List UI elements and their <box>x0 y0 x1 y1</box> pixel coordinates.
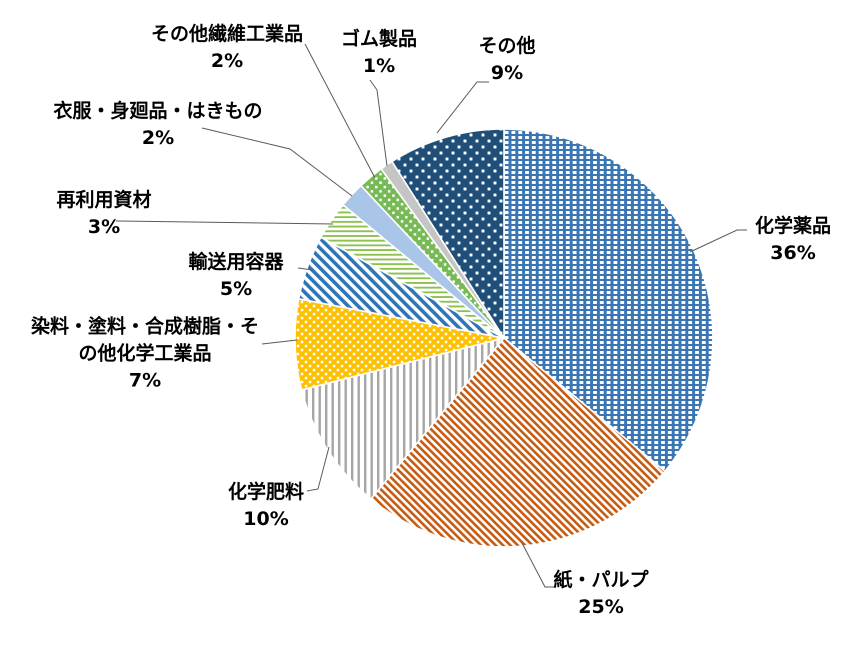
leader-line-chemical-fertilizer <box>306 446 330 492</box>
leader-line-recycled-materials <box>115 220 334 225</box>
leader-line-other-textiles <box>304 43 376 179</box>
leader-lines <box>115 43 747 588</box>
leader-line-dyes-paints-resins <box>261 339 298 345</box>
slice-label-paper-pulp: 紙・パルプ 25% <box>553 569 649 618</box>
leader-line-transport-containers <box>297 267 314 271</box>
leader-line-rubber-products <box>369 79 388 167</box>
slice-label-chemicals: 化学薬品 36% <box>754 215 832 264</box>
slice-label-clothing-footwear: 衣服・身廻品・はきもの 2% <box>53 100 263 149</box>
leader-line-clothing-footwear <box>201 127 353 197</box>
slice-label-transport-containers: 輸送用容器 5% <box>188 251 284 300</box>
leader-line-other <box>436 81 489 134</box>
slice-label-dyes-paints-resins: 染料・塗料・合成樹脂・そ の他化学工業品 7% <box>30 315 260 392</box>
pie-slice-chemicals <box>503 128 714 472</box>
leader-line-paper-pulp <box>521 542 555 588</box>
slice-label-other-textiles: その他繊維工業品 2% <box>150 23 304 72</box>
pie-slice-other <box>391 128 505 339</box>
pie-slice-chemical-fertilizer <box>300 337 505 500</box>
slice-label-other: その他 9% <box>478 35 536 84</box>
slice-label-chemical-fertilizer: 化学肥料 10% <box>227 481 305 530</box>
pie-slices <box>294 128 714 548</box>
slice-label-recycled-materials: 再利用資材 3% <box>56 189 152 238</box>
leader-line-chemicals <box>689 229 747 253</box>
slice-label-rubber-products: ゴム製品 1% <box>340 28 418 77</box>
